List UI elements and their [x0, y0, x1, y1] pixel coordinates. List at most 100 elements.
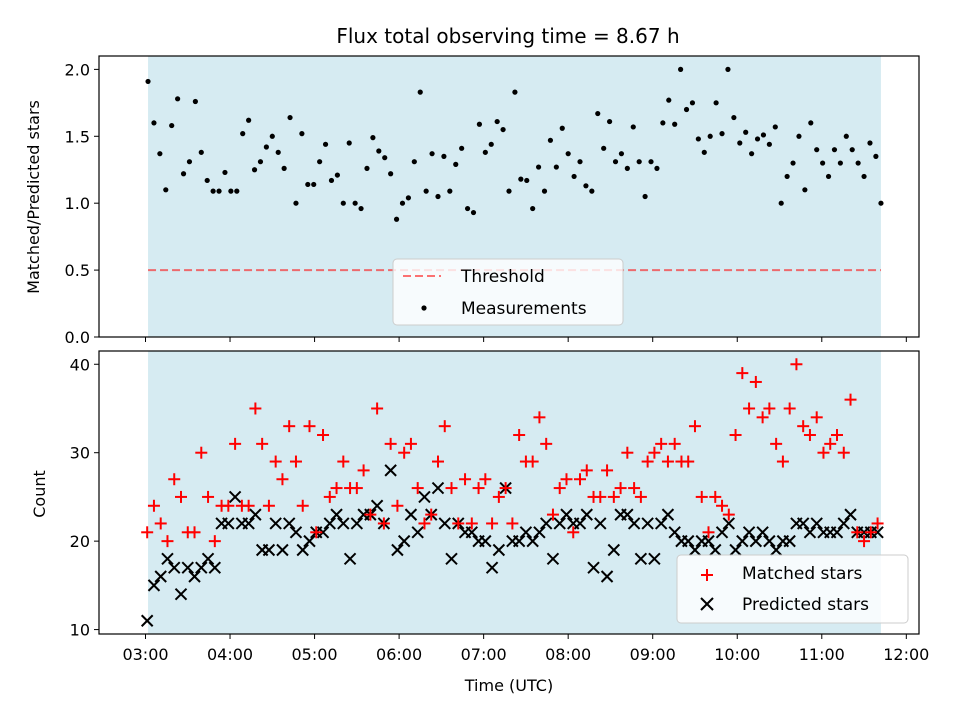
- measurement-point: [465, 206, 470, 211]
- measurement-point: [826, 174, 831, 179]
- measurement-point: [370, 135, 375, 140]
- measurement-point: [779, 201, 784, 206]
- measurement-point: [850, 147, 855, 152]
- bottom-legend: Matched stars Predicted stars: [677, 555, 908, 623]
- x-tick-label: 12:00: [883, 645, 929, 664]
- measurement-point: [287, 115, 292, 120]
- measurement-point: [761, 132, 766, 137]
- bottom-y-axis-label: Count: [30, 470, 49, 518]
- measurement-point: [566, 151, 571, 156]
- measurement-point: [299, 131, 304, 136]
- measurement-point: [258, 159, 263, 164]
- measurement-point: [270, 134, 275, 139]
- bottom-y-tick-label: 20: [70, 532, 90, 551]
- measurement-point: [589, 189, 594, 194]
- measurement-point: [228, 189, 233, 194]
- measurement-point: [861, 174, 866, 179]
- measurement-point: [205, 178, 210, 183]
- x-tick-label: 04:00: [207, 645, 253, 664]
- measurement-point: [412, 159, 417, 164]
- figure: Flux total observing time = 8.67 h 0.0 0.…: [0, 0, 960, 720]
- measurement-point: [429, 151, 434, 156]
- measurement-point: [418, 90, 423, 95]
- measurement-point: [518, 177, 523, 182]
- top-y-tick-label: 1.5: [65, 127, 90, 146]
- measurement-point: [743, 130, 748, 135]
- measurement-point: [317, 159, 322, 164]
- measurement-point: [708, 134, 713, 139]
- measurement-point: [234, 189, 239, 194]
- measurement-point: [719, 131, 724, 136]
- measurement-point: [382, 155, 387, 160]
- top-legend: Threshold Measurements: [393, 259, 623, 325]
- measurement-point: [447, 189, 452, 194]
- measurement-point: [714, 100, 719, 105]
- measurement-point: [358, 206, 363, 211]
- measurement-point: [376, 148, 381, 153]
- measurement-point: [311, 182, 316, 187]
- x-tick-label: 11:00: [799, 645, 845, 664]
- measurement-point: [666, 98, 671, 103]
- measurement-point: [293, 201, 298, 206]
- x-tick-label: 07:00: [461, 645, 507, 664]
- measurement-point: [175, 96, 180, 101]
- measurement-point: [495, 119, 500, 124]
- x-axis-label: Time (UTC): [464, 676, 553, 695]
- bottom-y-axis: 10 20 30 40: [70, 355, 99, 639]
- measurement-point: [631, 124, 636, 129]
- measurement-point: [696, 136, 701, 141]
- matched-legend-label: Matched stars: [742, 564, 862, 584]
- measurement-point: [790, 160, 795, 165]
- measurement-point: [878, 201, 883, 206]
- measurement-point: [145, 79, 150, 84]
- measurement-point: [193, 99, 198, 104]
- measurement-point: [157, 151, 162, 156]
- chart-title: Flux total observing time = 8.67 h: [336, 24, 679, 48]
- measurement-point: [459, 146, 464, 151]
- measurement-point: [489, 142, 494, 147]
- measurement-point: [737, 140, 742, 145]
- top-y-axis: 0.0 0.5 1.0 1.5 2.0: [65, 60, 99, 347]
- bottom-x-axis: 03:00 04:00 05:00 06:00 07:00 08:00 09:00 10:00…: [122, 634, 929, 664]
- measurement-point: [785, 174, 790, 179]
- measurement-point: [305, 182, 310, 187]
- bottom-panel: 10203040 03:00 04:00 05:00 06:00 07:00 08:00 0…: [30, 351, 929, 695]
- top-y-tick-label: 0.5: [65, 261, 90, 280]
- measurement-point: [873, 154, 878, 159]
- measurement-point: [506, 189, 511, 194]
- measurement-point: [216, 189, 221, 194]
- measurement-point: [672, 122, 677, 127]
- measurement-point: [222, 170, 227, 175]
- measurement-point: [276, 150, 281, 155]
- measurement-point: [619, 151, 624, 156]
- measurement-point: [211, 189, 216, 194]
- top-y-tick-label: 0.0: [65, 328, 90, 347]
- measurement-point: [755, 136, 760, 141]
- measurement-point: [400, 201, 405, 206]
- measurement-point: [613, 159, 618, 164]
- measurement-point: [583, 183, 588, 188]
- x-tick-label: 08:00: [545, 645, 591, 664]
- x-tick-label: 05:00: [292, 645, 338, 664]
- measurement-point: [435, 194, 440, 199]
- top-y-tick-label: 1.0: [65, 194, 90, 213]
- x-tick-label: 09:00: [630, 645, 676, 664]
- measurement-point: [512, 90, 517, 95]
- measurement-point: [394, 217, 399, 222]
- measurement-point: [725, 67, 730, 72]
- measurement-point: [660, 120, 665, 125]
- measurement-point: [335, 172, 340, 177]
- measurement-point: [524, 178, 529, 183]
- measurement-point: [838, 160, 843, 165]
- measurement-point: [577, 159, 582, 164]
- measurement-point: [820, 160, 825, 165]
- measurement-point: [453, 162, 458, 167]
- measurement-point: [595, 111, 600, 116]
- x-tick-label: 06:00: [376, 645, 422, 664]
- measurement-point: [246, 118, 251, 123]
- measurement-point: [554, 164, 559, 169]
- measurement-point: [329, 178, 334, 183]
- measurement-point: [654, 166, 659, 171]
- measurement-point: [625, 166, 630, 171]
- bottom-y-tick-label: 30: [70, 444, 90, 463]
